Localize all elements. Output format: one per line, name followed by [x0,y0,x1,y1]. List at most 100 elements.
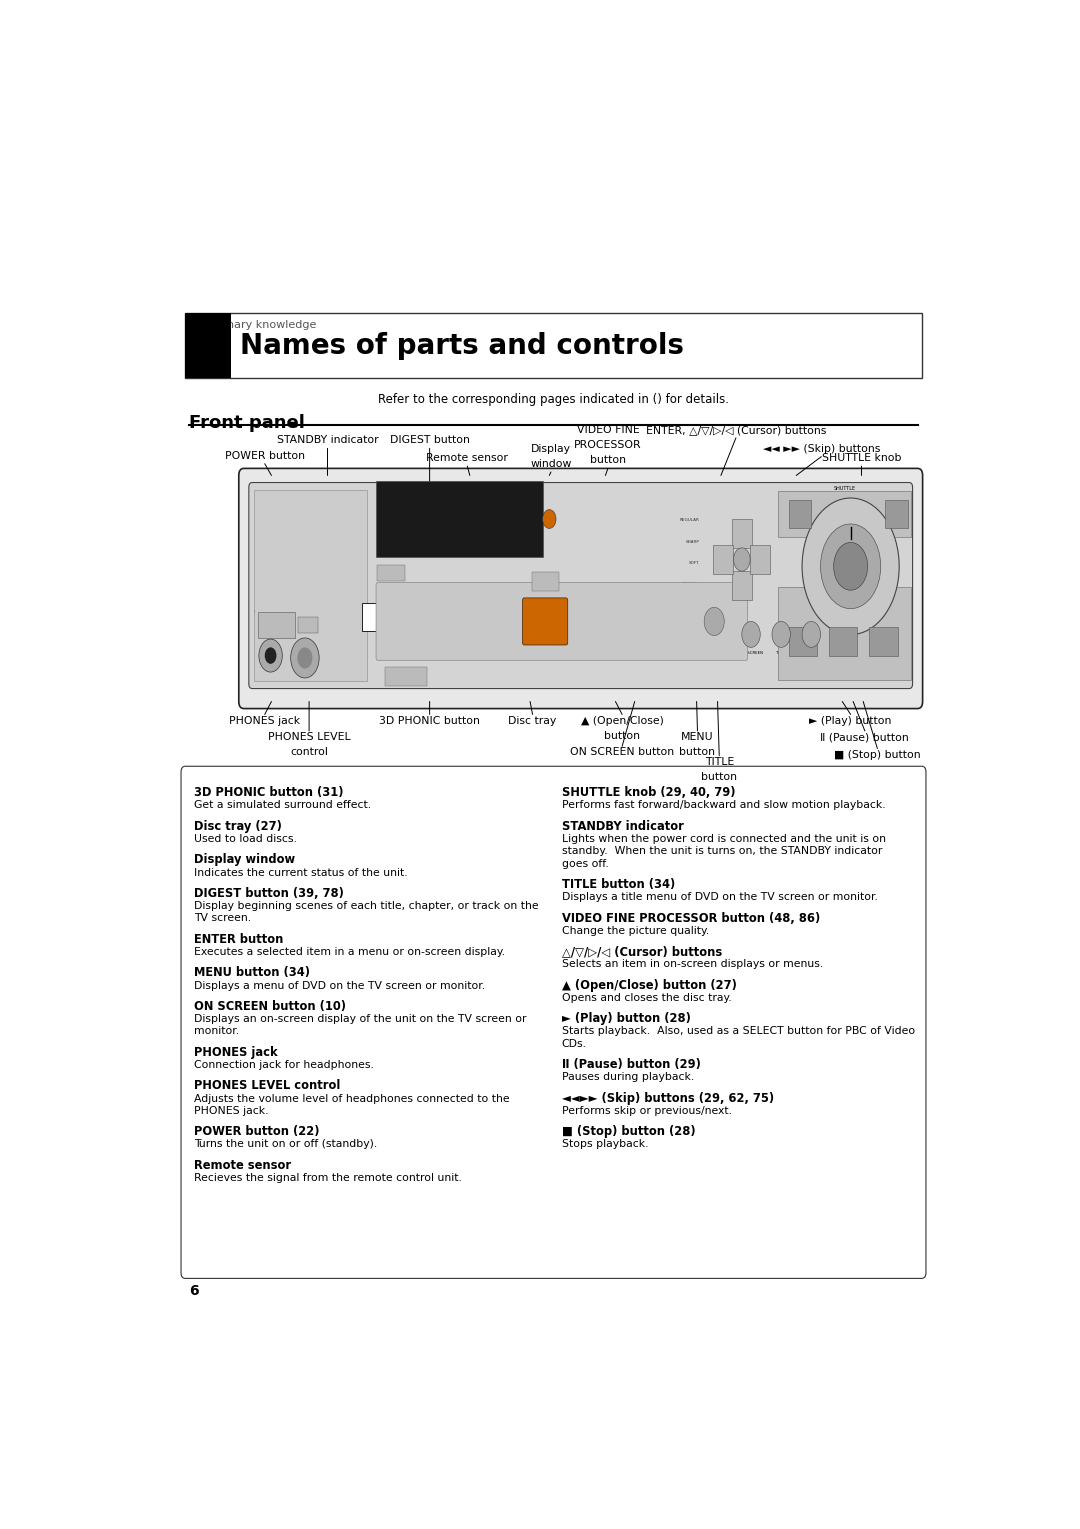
FancyBboxPatch shape [395,602,427,631]
Circle shape [802,498,900,635]
FancyBboxPatch shape [778,587,910,680]
Text: 3D PHONIC button: 3D PHONIC button [379,716,481,726]
Circle shape [834,543,867,590]
Text: button: button [701,772,738,783]
Text: ▲: ▲ [712,613,717,619]
Text: Selects an item in on-screen displays or menus.: Selects an item in on-screen displays or… [562,959,823,969]
Text: window: window [530,459,571,469]
Text: PHONES jack: PHONES jack [229,716,300,726]
Text: Disc tray (27): Disc tray (27) [193,820,282,833]
Text: Adjusts the volume level of headphones connected to the: Adjusts the volume level of headphones c… [193,1093,509,1104]
Text: VFP: VFP [541,578,549,583]
Circle shape [259,639,282,673]
Text: ON SCREEN: ON SCREEN [740,651,762,654]
Text: Front panel: Front panel [189,414,306,433]
Text: ■: ■ [799,636,807,645]
FancyBboxPatch shape [362,602,393,631]
Text: JVC: JVC [262,531,291,546]
Text: MENU: MENU [806,651,818,654]
Text: VIDEO FINE PROCESSOR button (48, 86): VIDEO FINE PROCESSOR button (48, 86) [562,911,820,925]
Text: SHUTTLE knob (29, 40, 79): SHUTTLE knob (29, 40, 79) [562,786,735,800]
FancyBboxPatch shape [714,546,733,573]
FancyBboxPatch shape [377,564,405,581]
Text: Ⅱ (Pause) button (29): Ⅱ (Pause) button (29) [562,1058,701,1072]
Text: △/▽/▷/◁ (Cursor) buttons: △/▽/▷/◁ (Cursor) buttons [562,945,723,959]
Text: Disc tray: Disc tray [509,716,556,726]
Circle shape [821,524,880,609]
Text: ▲ (Open/Close) button (27): ▲ (Open/Close) button (27) [562,979,737,992]
Text: Pauses during playback.: Pauses during playback. [562,1072,694,1083]
Text: STANDBY indicator: STANDBY indicator [276,436,378,445]
Text: ► (Play) button (28): ► (Play) button (28) [562,1012,691,1026]
Circle shape [542,509,556,529]
FancyBboxPatch shape [254,489,367,682]
FancyBboxPatch shape [732,572,752,599]
Text: Lights when the power cord is connected and the unit is on: Lights when the power cord is connected … [562,833,886,844]
FancyBboxPatch shape [885,500,907,529]
Text: Displays an on-screen display of the unit on the TV screen or: Displays an on-screen display of the uni… [193,1014,526,1024]
Text: ▷: ▷ [757,553,764,563]
Text: DVD / VIDEO CD / CD: DVD / VIDEO CD / CD [432,508,487,512]
Text: TITLE button (34): TITLE button (34) [562,878,675,891]
Text: MANUAL: MANUAL [681,583,699,586]
FancyBboxPatch shape [258,612,295,638]
Text: MENU button (34): MENU button (34) [193,966,310,980]
Text: PLAY: PLAY [878,664,888,668]
Text: SHUTTLE knob: SHUTTLE knob [822,453,902,463]
FancyBboxPatch shape [376,583,747,661]
Text: ◁: ◁ [720,553,727,563]
Text: POWER: POWER [269,621,284,625]
Text: STOP: STOP [797,664,808,668]
Text: ►►: ►► [890,509,903,518]
FancyBboxPatch shape [239,468,922,708]
Text: PROCESSOR: PROCESSOR [575,440,642,450]
Circle shape [772,621,791,647]
Text: ENTER: ENTER [735,553,748,558]
Text: ▽: ▽ [739,579,745,589]
Text: XV-501  DVD PLAYER: XV-501 DVD PLAYER [262,563,313,567]
Text: STANDBY: STANDBY [300,622,316,625]
Text: 3D PHONIC button (31): 3D PHONIC button (31) [193,786,343,800]
Text: ■ (Stop) button: ■ (Stop) button [834,749,921,760]
Text: MAX: MAX [312,677,320,680]
FancyBboxPatch shape [181,766,926,1278]
Text: AV COMPU LINK: AV COMPU LINK [259,661,291,664]
Circle shape [733,547,751,572]
Text: SOFT: SOFT [689,561,699,564]
Text: Display beginning scenes of each title, chapter, or track on the: Display beginning scenes of each title, … [193,901,538,911]
FancyBboxPatch shape [828,627,858,656]
FancyBboxPatch shape [386,667,427,687]
Text: goes off.: goes off. [562,859,609,868]
FancyBboxPatch shape [788,627,818,656]
Text: DIGEST button: DIGEST button [390,436,470,445]
Text: Executes a selected item in a menu or on-screen display.: Executes a selected item in a menu or on… [193,946,504,957]
FancyBboxPatch shape [186,313,922,378]
Text: PHONES: PHONES [254,610,270,613]
Text: PAUSE: PAUSE [836,664,850,668]
Text: ◄◄: ◄◄ [794,509,807,518]
Text: Opens and closes the disc tray.: Opens and closes the disc tray. [562,992,731,1003]
Text: PHONES LEVEL control: PHONES LEVEL control [193,1079,340,1092]
Text: Turns the unit on or off (standby).: Turns the unit on or off (standby). [193,1139,377,1150]
Text: REGULAR: REGULAR [679,518,699,523]
Text: Starts playback.  Also, used as a SELECT button for PBC of Video: Starts playback. Also, used as a SELECT … [562,1026,915,1037]
Text: SHARP: SHARP [686,540,699,543]
Circle shape [742,621,760,647]
FancyBboxPatch shape [732,520,752,547]
Text: ENTER, △/▽/▷/◁ (Cursor) buttons: ENTER, △/▽/▷/◁ (Cursor) buttons [646,425,826,434]
Text: Preliminary knowledge: Preliminary knowledge [189,320,316,330]
Text: dts: dts [370,609,386,618]
Text: Display window: Display window [193,853,295,867]
Text: Ⅱ: Ⅱ [841,636,846,645]
Text: 6: 6 [189,1284,199,1298]
Text: △: △ [739,528,745,537]
Text: DIGEST: DIGEST [383,570,399,573]
Text: POWER button: POWER button [225,451,305,460]
Text: ► (Play) button: ► (Play) button [809,716,892,726]
Text: ◄◄ ►► (Skip) buttons: ◄◄ ►► (Skip) buttons [762,443,880,454]
Text: Displays a menu of DVD on the TV screen or monitor.: Displays a menu of DVD on the TV screen … [193,980,485,991]
Circle shape [265,647,276,664]
Text: ►: ► [880,636,887,645]
Text: TV screen.: TV screen. [193,913,251,924]
FancyBboxPatch shape [186,313,231,378]
